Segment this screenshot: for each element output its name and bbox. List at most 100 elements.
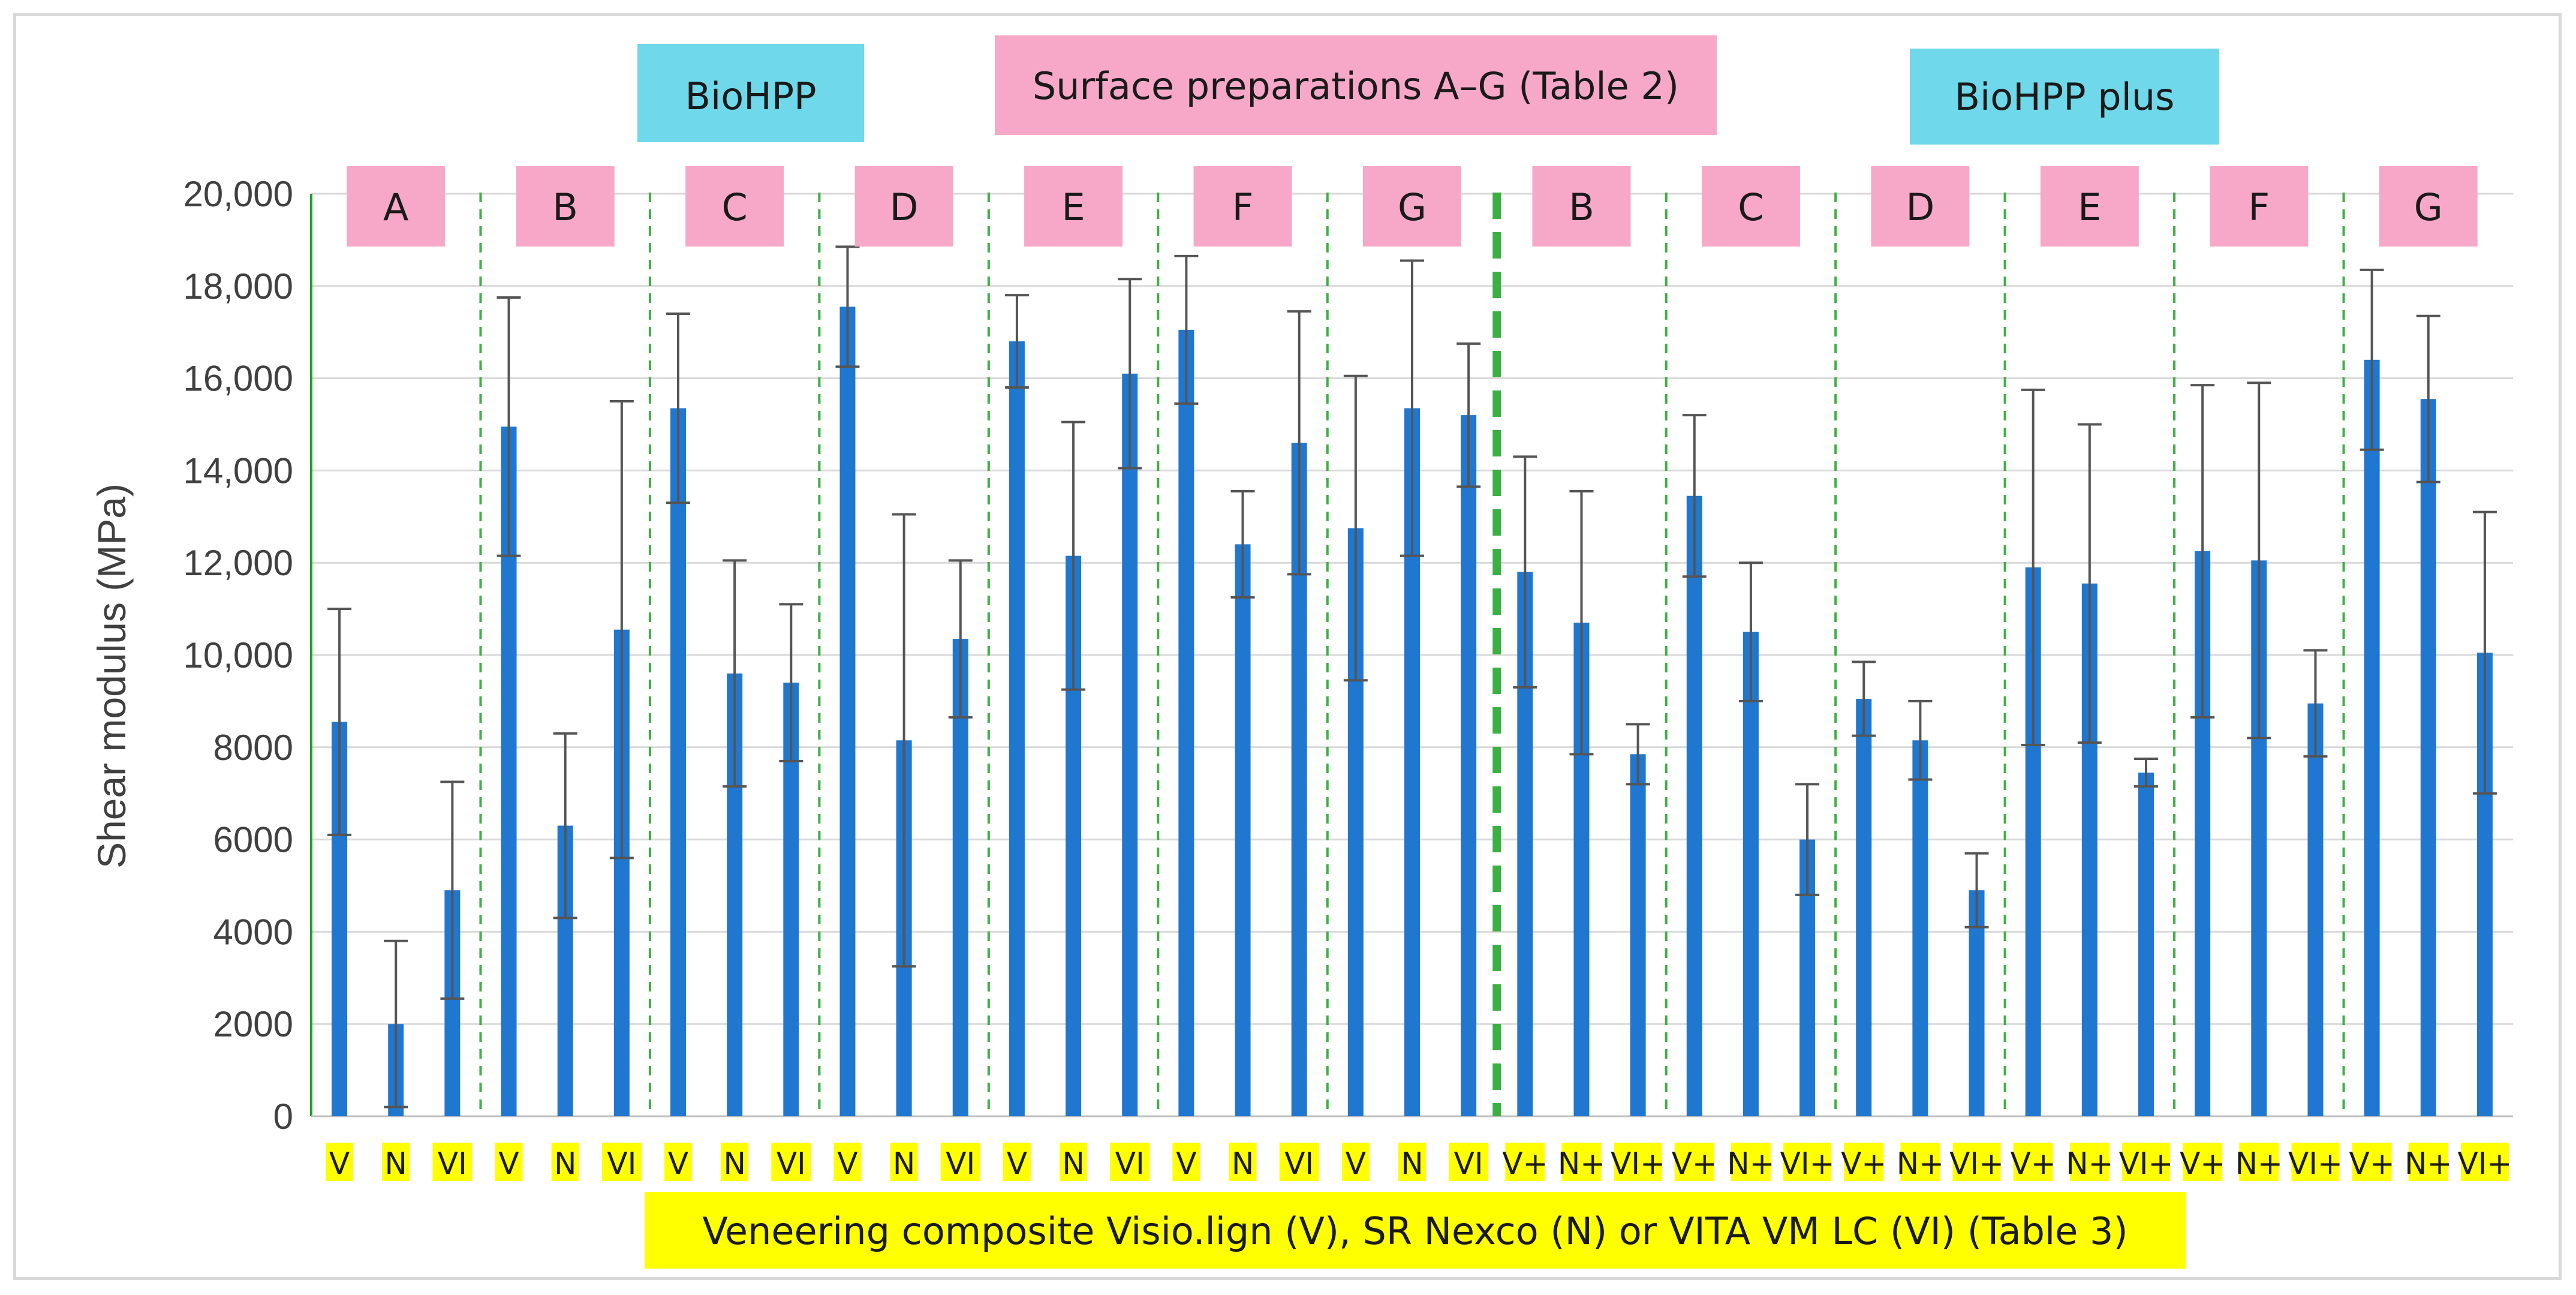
x-category-box [1614,1143,1662,1181]
x-category-box [1060,1143,1088,1181]
x-category-box [721,1143,749,1181]
group-label-text: D [1906,185,1935,229]
group-label-box [2040,166,2139,247]
x-axis-title: Veneering composite Visio.lign (V), SR N… [645,1192,2186,1269]
x-category-n-plus: N+ [1727,1143,1775,1181]
header-biohpp: BioHPP [637,44,864,142]
x-category-box [1003,1143,1031,1181]
x-category-n: N [1398,1143,1426,1181]
group-label-text: E [2078,185,2101,229]
x-category-label: VI+ [2119,1146,2174,1181]
y-axis-ticks: 0 2000 4000 6000 8000 10,000 12,000 14,000 16,00… [183,174,293,1137]
x-category-box [2239,1143,2279,1181]
group-label-box [1871,166,1970,247]
x-category-v: V [1003,1143,1031,1181]
x-category-n-plus: N+ [1897,1143,1944,1181]
group-label-text: E [1061,185,1085,229]
x-category-v-plus: V+ [2011,1143,2056,1181]
x-category-box [1449,1143,1489,1181]
group-label-text: B [1569,185,1594,229]
y-tick-label: 0 [273,1096,293,1137]
x-category-n-plus: N+ [2405,1143,2452,1181]
group-label-b: B [1532,166,1631,247]
x-category-box [890,1143,918,1181]
bar [670,408,686,1117]
x-category-label: N+ [2235,1146,2283,1181]
x-category-label: V [498,1146,519,1181]
x-category-label: N [1062,1146,1084,1181]
group-label-box [1363,166,1461,247]
x-category-label: N [1401,1146,1423,1181]
x-category-label: V [1176,1146,1196,1181]
x-category-v-plus: V+ [1502,1143,1548,1181]
group-label-g: G [1363,166,1461,247]
x-category-label: V+ [1841,1146,1886,1181]
x-category-v: V [1341,1143,1370,1181]
x-category-box [2069,1143,2109,1181]
x-category-n-plus: N+ [2066,1143,2113,1181]
x-category-vi: VI [1279,1143,1319,1181]
x-category-box [1172,1143,1200,1181]
group-label-a: A [347,166,446,247]
x-category-label: V [837,1146,857,1181]
group-label-f: F [1193,166,1292,247]
x-category-box [1844,1143,1884,1181]
group-label-box [516,166,615,247]
x-category-label: VI [946,1146,975,1181]
bar [1461,415,1477,1116]
x-category-vi-plus: VI+ [1611,1143,1665,1181]
x-category-n: N [1229,1143,1257,1181]
header-biohpp-plus-label: BioHPP plus [1955,75,2175,119]
x-category-box [2122,1143,2170,1181]
x-category-label: N [723,1146,745,1181]
x-category-label: N+ [1558,1146,1605,1181]
x-category-label: V+ [2011,1146,2056,1181]
bars [332,307,2493,1117]
group-label-e: E [2040,166,2139,247]
x-category-label: VI [1454,1146,1483,1181]
x-category-label: VI [607,1146,636,1181]
x-category-n-plus: N+ [1558,1143,1605,1181]
x-category-box [382,1143,410,1181]
group-label-text: C [1738,185,1764,229]
x-category-label: VI+ [2288,1146,2343,1181]
x-category-label: VI+ [2457,1146,2512,1181]
x-category-label: N+ [2066,1146,2113,1181]
y-tick-label: 2000 [213,1004,293,1044]
x-category-box [495,1143,523,1181]
bar [1743,632,1759,1116]
x-category-label: VI+ [1780,1146,1835,1181]
x-category-label: N+ [1897,1146,1944,1181]
group-label-box [347,166,446,247]
x-category-box [432,1143,473,1181]
group-label-text: A [383,185,408,229]
x-category-label: N+ [1727,1146,1774,1181]
group-label-text: B [552,185,578,229]
x-category-box [601,1143,642,1181]
x-category-box [771,1143,811,1181]
group-label-text: G [2414,185,2443,229]
x-category-box [1561,1143,1602,1181]
bar [1235,544,1251,1116]
bar [1686,495,1702,1116]
x-category-v-plus: V+ [2349,1143,2395,1181]
y-tick-label: 18,000 [183,266,293,307]
x-category-box [1110,1143,1150,1181]
x-category-label: VI [1115,1146,1145,1181]
x-category-label: N+ [2405,1146,2452,1181]
header-biohpp-label: BioHPP [685,74,816,118]
bar [1630,754,1646,1116]
x-axis-title-label: Veneering composite Visio.lign (V), SR N… [702,1209,2127,1253]
x-category-box [551,1143,579,1181]
y-tick-label: 12,000 [183,543,293,583]
x-category-box [833,1143,862,1181]
x-category-box [2352,1143,2392,1181]
error-bars [327,245,2497,1108]
x-category-box [2408,1143,2448,1181]
group-label-text: F [1232,185,1254,229]
x-category-label: N [1232,1146,1254,1181]
bar [1912,740,1928,1116]
bar [2307,703,2324,1116]
bar [1122,373,1138,1117]
x-category-box [1731,1143,1771,1181]
